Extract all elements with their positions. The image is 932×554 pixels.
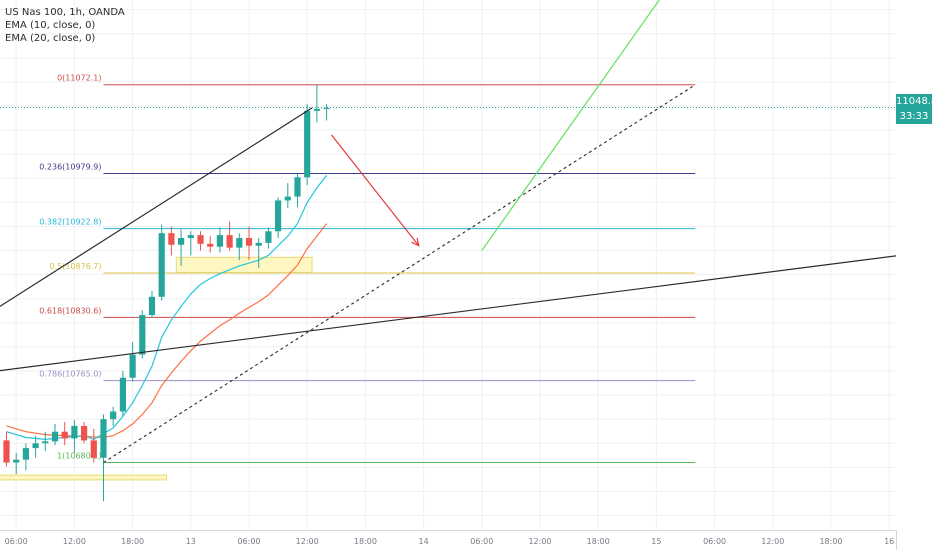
candle-body[interactable] [168, 233, 175, 245]
x-tick-label: 12:00 [761, 537, 784, 546]
indicator-ema20-label: EMA (20, close, 0) [5, 33, 96, 44]
candle-body[interactable] [22, 448, 29, 460]
candle-body[interactable] [226, 235, 233, 248]
x-tick-label: 06:00 [470, 537, 493, 546]
projection-arrow-head [411, 237, 420, 247]
candle-body[interactable] [81, 425, 88, 441]
x-tick-label: 06:00 [237, 537, 260, 546]
current-price-badge: 11048.4 33:33 [896, 94, 932, 124]
candle-body[interactable] [245, 238, 253, 246]
ema10-line [6, 175, 328, 441]
trend-line[interactable] [481, 0, 666, 251]
candle-body[interactable] [71, 425, 78, 439]
candle-body[interactable] [13, 459, 20, 463]
candle-body[interactable] [265, 231, 272, 243]
current-price-value: 11048.4 [896, 96, 932, 107]
candle-body[interactable] [294, 177, 301, 197]
candle-body[interactable] [32, 443, 39, 449]
price-axis-background [896, 0, 932, 530]
x-tick-label: 12:00 [63, 537, 86, 546]
x-tick-label: 13 [186, 537, 196, 546]
bar-countdown: 33:33 [899, 111, 929, 122]
candle-body[interactable] [178, 238, 185, 245]
candle-body[interactable] [119, 377, 126, 412]
x-tick-label: 18:00 [587, 537, 610, 546]
fib-level-label: 1(10680.1) [57, 451, 101, 460]
support-zone [0, 474, 168, 481]
fib-level-label: 0(11072.1) [57, 74, 101, 83]
fib-level-label: 0.786(10765.0) [39, 370, 101, 379]
ema20-line [6, 223, 328, 439]
candle-body[interactable] [207, 243, 214, 247]
x-tick-label: 15 [651, 537, 661, 546]
chart-legend: US Nas 100, 1h, OANDA EMA (10, close, 0)… [5, 6, 125, 45]
candle-body[interactable] [313, 108, 320, 111]
candle-body[interactable] [139, 315, 146, 355]
candle-body[interactable] [255, 242, 262, 246]
candle-body[interactable] [158, 233, 165, 297]
candle-body[interactable] [323, 107, 330, 109]
candle-body[interactable] [197, 235, 204, 244]
candle-body[interactable] [284, 196, 291, 201]
candle-body[interactable] [148, 296, 156, 316]
x-tick-label: 12:00 [296, 537, 319, 546]
trend-line[interactable] [0, 250, 932, 372]
candle-body[interactable] [304, 110, 311, 178]
x-tick-label: 12:00 [528, 537, 551, 546]
trend-line[interactable] [0, 107, 313, 308]
x-tick-label: 06:00 [5, 537, 28, 546]
x-tick-label: 18:00 [819, 537, 842, 546]
projection-arrow[interactable] [330, 134, 420, 247]
candle-body[interactable] [110, 411, 117, 420]
fib-level-label: 0.5(10876.7) [49, 262, 101, 271]
chart-title: US Nas 100, 1h, OANDA [5, 7, 125, 18]
fib-level-label: 0.618(10830.6) [39, 306, 101, 315]
x-tick-label: 18:00 [354, 537, 377, 546]
x-tick-label: 14 [419, 537, 429, 546]
fib-level-label: 0.382(10922.8) [39, 218, 101, 227]
candle-body[interactable] [236, 238, 243, 248]
x-tick-label: 18:00 [121, 537, 144, 546]
candle-body[interactable] [129, 354, 136, 378]
candle-body[interactable] [42, 441, 49, 444]
x-tick-label: 16 [884, 537, 894, 546]
candle-body[interactable] [216, 235, 223, 247]
x-tick-label: 06:00 [703, 537, 726, 546]
trend-line[interactable] [103, 84, 696, 464]
fib-level-label: 0.236(10979.9) [39, 163, 101, 172]
candle-body[interactable] [61, 431, 68, 439]
indicator-ema10-label: EMA (10, close, 0) [5, 20, 96, 31]
candle-body[interactable] [51, 431, 59, 442]
candle-body[interactable] [3, 440, 10, 463]
candle-body[interactable] [90, 440, 97, 458]
candle-body[interactable] [100, 419, 107, 458]
candle-body[interactable] [275, 200, 282, 232]
candle-body[interactable] [187, 235, 194, 239]
